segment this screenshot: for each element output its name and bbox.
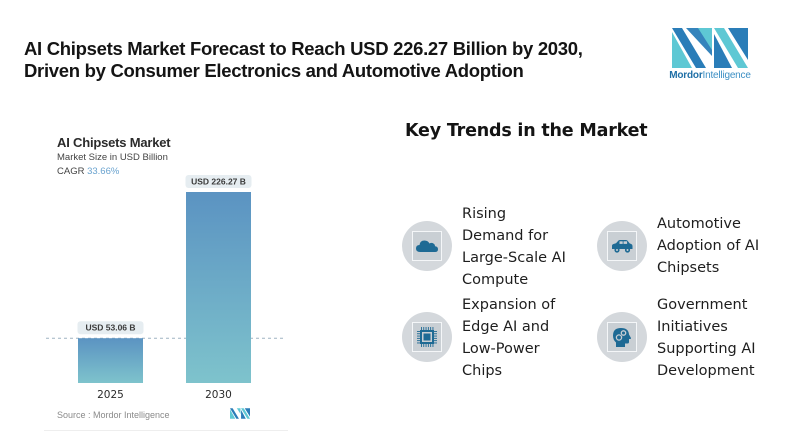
bar-2025 <box>78 338 143 383</box>
bar-2030 <box>186 192 251 383</box>
chart-subtitle: Market Size in USD Billion <box>57 152 168 163</box>
headline-line-1: AI Chipsets Market Forecast to Reach USD… <box>24 38 583 59</box>
chart-title: AI Chipsets Market <box>57 135 171 150</box>
trend-icon-circle <box>597 312 647 362</box>
bar-chart: USD 53.06 B 2025 USD 226.27 B 2030 <box>46 175 286 401</box>
trend-label: Automotive Adoption of AI Chipsets <box>657 216 760 276</box>
data-label-bg <box>77 321 144 335</box>
chart-cagr: CAGR 33.66% <box>57 166 119 177</box>
trend-label: Expansion of Edge AI and Low-Power Chips <box>462 297 556 379</box>
trend-icon-circle <box>402 221 452 271</box>
x-tick-label: 2025 <box>97 389 124 401</box>
data-label: USD 53.06 B <box>85 323 135 333</box>
cagr-label: CAGR <box>57 166 85 177</box>
headline: AI Chipsets Market Forecast to Reach USD… <box>24 38 644 82</box>
headline-line-2: Driven by Consumer Electronics and Autom… <box>24 60 524 81</box>
x-tick-label: 2030 <box>205 389 232 401</box>
logo-mark-icon <box>672 28 748 68</box>
mordor-intelligence-logo: MordorIntelligence <box>664 28 756 84</box>
data-label-bg <box>185 175 252 188</box>
source-logo-icon <box>230 408 250 419</box>
panel-divider <box>44 430 288 431</box>
trend-label: Rising Demand for Large-Scale AI Compute <box>462 206 566 288</box>
trends-heading: Key Trends in the Market <box>405 121 648 141</box>
cagr-value: 33.66% <box>87 166 120 177</box>
chart-source: Source : Mordor Intelligence <box>57 410 170 420</box>
trend-label: Government Initiatives Supporting AI Dev… <box>657 297 756 379</box>
chart-panel: USD 53.06 B 2025 USD 226.27 B 2030 AI Chips… <box>36 118 288 436</box>
cloud-icon <box>416 240 438 252</box>
trend-icon-circle <box>597 221 647 271</box>
data-label: USD 226.27 B <box>191 177 246 187</box>
trend-icon-circle <box>402 312 452 362</box>
logo-text: MordorIntelligence <box>669 70 751 81</box>
chip-icon <box>417 327 437 347</box>
car-icon <box>612 240 633 253</box>
head-gears-icon <box>613 328 632 347</box>
